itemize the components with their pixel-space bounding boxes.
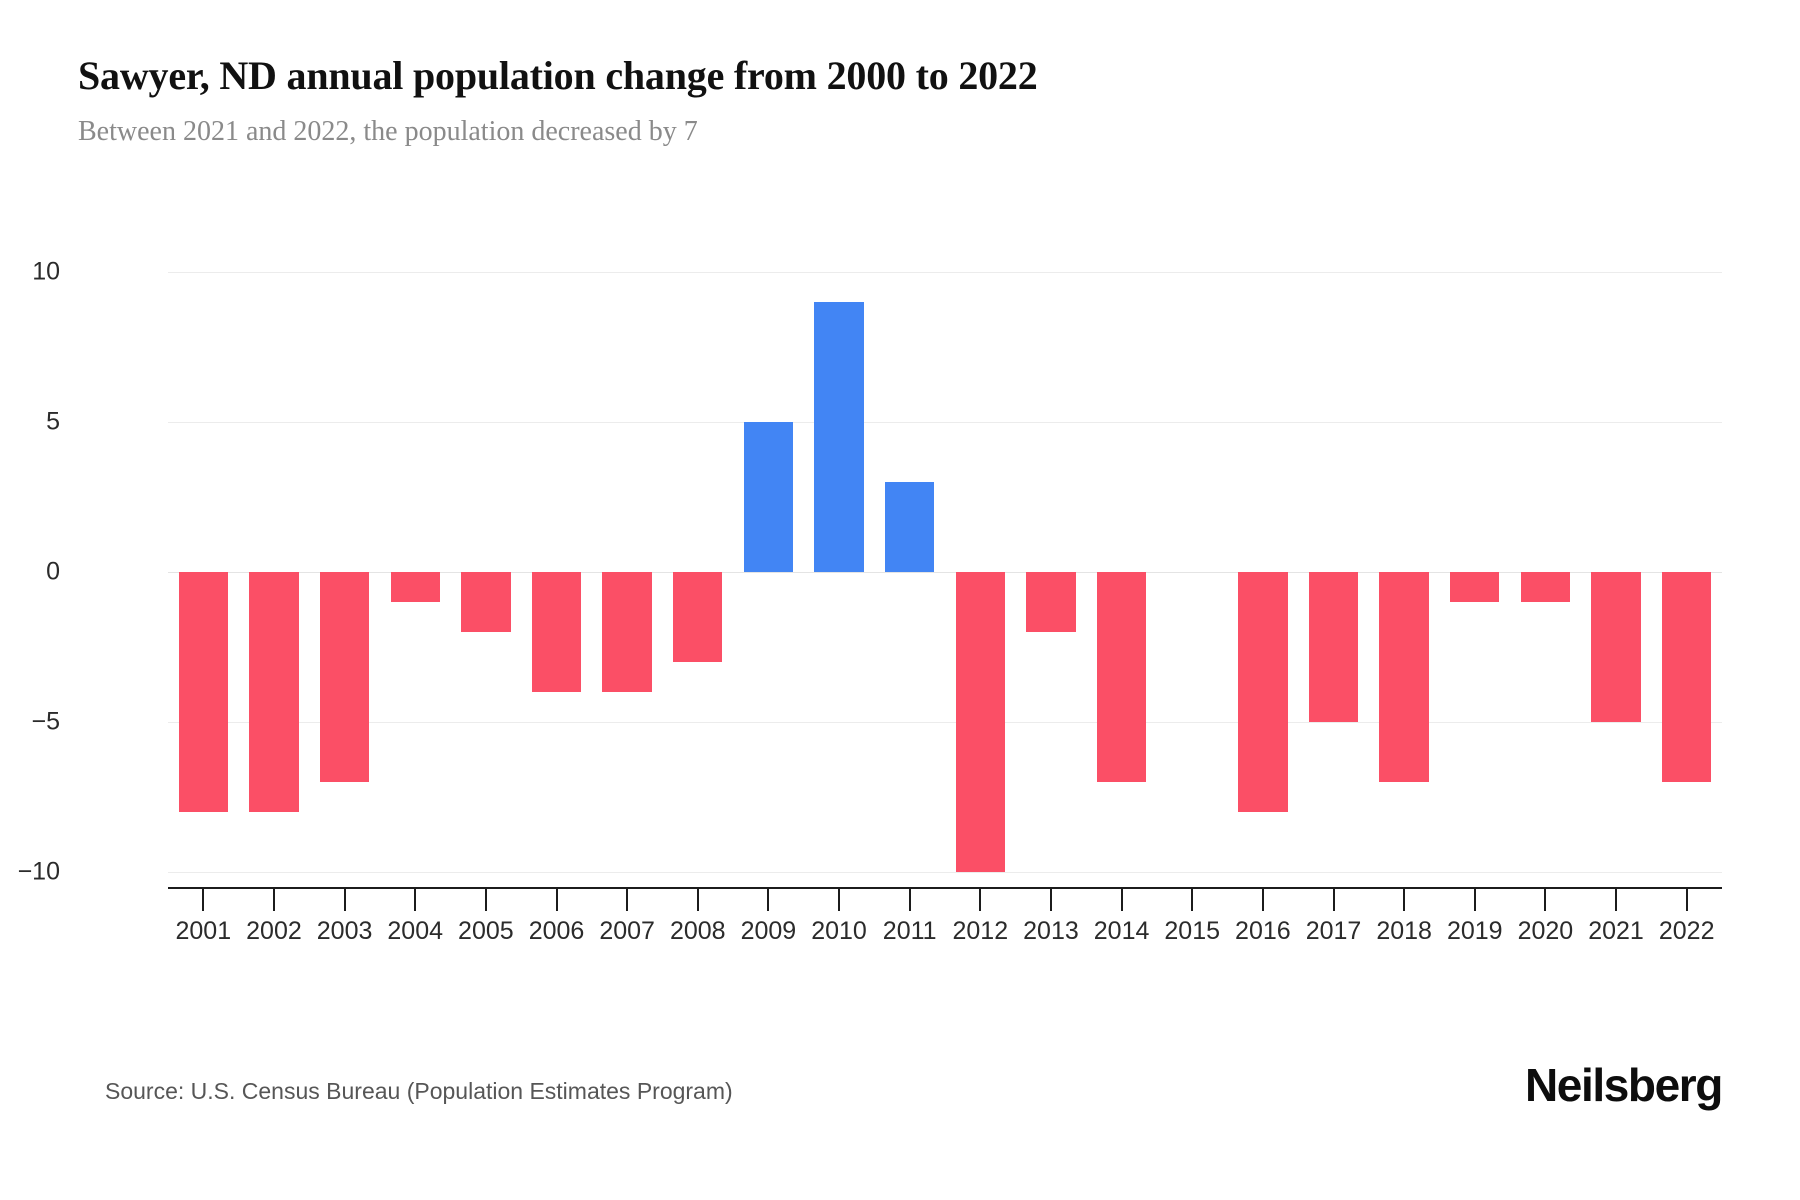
x-tick-label-2013: 2013 (1023, 917, 1079, 945)
x-tick-2013 (1049, 889, 1052, 911)
bar-2005[interactable] (461, 572, 511, 632)
neilsberg-logo: Neilsberg (1524, 1059, 1723, 1111)
x-tick-label-2003: 2003 (316, 917, 373, 945)
bar-2010[interactable] (814, 302, 864, 572)
x-tick-label-2006: 2006 (528, 917, 585, 945)
bar-2017[interactable] (1308, 572, 1359, 722)
bar-2008[interactable] (673, 572, 723, 662)
x-axis-ticks (168, 889, 1722, 911)
bar-2018[interactable] (1379, 572, 1429, 782)
x-tick-2007 (626, 889, 629, 911)
x-tick-label-2004: 2004 (387, 917, 444, 945)
bar-2022[interactable] (1661, 572, 1712, 782)
chart-subtitle: Between 2021 and 2022, the population de… (78, 116, 698, 147)
x-tick-label-2015: 2015 (1164, 917, 1221, 945)
bar-2012[interactable] (955, 572, 1006, 872)
x-tick-2022 (1685, 889, 1688, 911)
bar-2007[interactable] (602, 572, 652, 692)
x-tick-2003 (343, 889, 346, 911)
x-tick-label-2017: 2017 (1305, 917, 1362, 945)
y-tick-label: −5 (31, 707, 60, 736)
plot-area: 10 5 0 −5 −10 (18, 258, 1722, 886)
bar-2006[interactable] (531, 572, 582, 692)
x-tick-label-2019: 2019 (1446, 917, 1503, 945)
x-axis-tick-labels: 2001 2002 2003 2004 2005 2006 2007 2008 2009 2010… (168, 917, 1722, 957)
x-tick-2004 (414, 889, 417, 911)
source-note: Source: U.S. Census Bureau (Population E… (105, 1078, 733, 1104)
gridline-5 (168, 422, 1722, 423)
x-tick-label-2011: 2011 (882, 917, 937, 945)
bar-2014[interactable] (1096, 572, 1147, 782)
x-tick-label-2021: 2021 (1588, 917, 1644, 945)
x-tick-label-2007: 2007 (599, 917, 655, 945)
gridline-10 (168, 272, 1722, 273)
x-tick-2017 (1332, 889, 1335, 911)
x-tick-2015 (1191, 889, 1194, 911)
x-tick-label-2018: 2018 (1376, 917, 1432, 945)
x-tick-2011 (908, 889, 911, 911)
bars-group (168, 272, 1722, 872)
x-tick-2010 (838, 889, 841, 911)
x-tick-label-2009: 2009 (740, 917, 797, 945)
bar-2002[interactable] (249, 572, 299, 812)
bar-2009[interactable] (743, 422, 794, 572)
bar-2021[interactable] (1591, 572, 1641, 722)
x-axis-line (168, 887, 1722, 889)
x-tick-label-2020: 2020 (1517, 917, 1574, 945)
bar-2001[interactable] (178, 572, 229, 812)
x-tick-2002 (272, 889, 275, 911)
x-tick-2006 (555, 889, 558, 911)
x-tick-label-2016: 2016 (1235, 917, 1291, 945)
x-tick-2008 (696, 889, 699, 911)
gridline-0 (168, 572, 1722, 573)
gridline-neg5 (168, 722, 1722, 723)
bar-2020[interactable] (1520, 572, 1571, 602)
y-tick-label: −10 (17, 857, 60, 886)
y-tick-label: 0 (46, 557, 60, 586)
bar-2004[interactable] (390, 572, 440, 602)
x-tick-2012 (979, 889, 982, 911)
bar-2013[interactable] (1026, 572, 1076, 632)
x-tick-2020 (1544, 889, 1547, 911)
bar-2011[interactable] (884, 482, 935, 572)
x-tick-label-2010: 2010 (811, 917, 867, 945)
chart-header: Sawyer, ND annual population change from… (78, 52, 1698, 150)
chart-plot-wrapper: 10 5 0 −5 −10 2001 2002 2003 2004 2005 2006 2007 20… (0, 215, 1800, 945)
bar-2016[interactable] (1238, 572, 1288, 812)
x-tick-label-2001: 2001 (175, 917, 232, 945)
x-tick-2016 (1261, 889, 1264, 911)
bar-2019[interactable] (1450, 572, 1500, 602)
x-tick-2019 (1473, 889, 1476, 911)
x-tick-2018 (1403, 889, 1406, 911)
x-tick-2014 (1120, 889, 1123, 911)
x-tick-2021 (1615, 889, 1618, 911)
y-tick-label: 10 (32, 257, 60, 286)
x-tick-label-2012: 2012 (952, 917, 1009, 945)
x-tick-label-2008: 2008 (669, 917, 726, 945)
x-tick-label-2005: 2005 (458, 917, 514, 945)
y-tick-label: 5 (46, 407, 60, 436)
bar-2003[interactable] (319, 572, 370, 782)
x-tick-2001 (202, 889, 205, 911)
x-tick-2009 (767, 889, 770, 911)
x-tick-label-2002: 2002 (246, 917, 302, 945)
x-tick-label-2022: 2022 (1658, 917, 1715, 945)
gridline-neg10 (168, 872, 1722, 873)
x-tick-label-2014: 2014 (1093, 917, 1150, 945)
page-title: Sawyer, ND annual population change from… (78, 53, 1038, 98)
x-tick-2005 (484, 889, 487, 911)
